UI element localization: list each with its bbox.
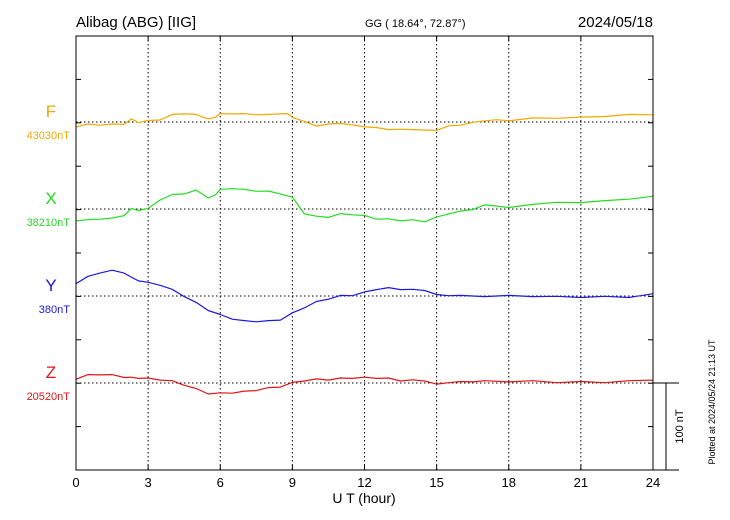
grid-lines — [147, 36, 582, 470]
x-tick-label: 0 — [72, 475, 79, 490]
x-tick-label: 9 — [289, 475, 296, 490]
x-tick-label: 12 — [357, 475, 371, 490]
station-coords: GG ( 18.64°, 72.87°) — [365, 18, 466, 30]
chart-date: 2024/05/18 — [578, 14, 653, 31]
x-tick-label: 18 — [502, 475, 516, 490]
series-z-line — [75, 374, 654, 395]
series-baseline-y: 380nT — [39, 304, 70, 316]
series-name-f: F — [46, 102, 56, 121]
x-ticks: 0 3 6 9 12 15 18 21 24 — [72, 35, 660, 490]
plotted-at-note: Plotted at 2024/05/24 21:13 UT — [707, 339, 717, 465]
x-tick-label: 15 — [429, 475, 443, 490]
series-x-line — [75, 188, 654, 223]
x-tick-label: 3 — [145, 475, 152, 490]
x-tick-label: 24 — [646, 475, 660, 490]
series-baseline-z: 20520nT — [27, 391, 71, 403]
series-name-z: Z — [46, 363, 56, 382]
series-lines — [75, 112, 654, 395]
x-tick-label: 21 — [574, 475, 588, 490]
series-y-line — [75, 269, 654, 323]
scale-bar-label: 100 nT — [674, 409, 686, 444]
station-title: Alibag (ABG) [IIG] — [76, 14, 196, 31]
x-axis-label: U T (hour) — [332, 490, 395, 506]
series-name-x: X — [45, 189, 56, 208]
series-baseline-f: 43030nT — [27, 130, 71, 142]
scale-bar: 100 nT — [653, 382, 686, 471]
series-f-line — [75, 112, 654, 131]
plot-frame — [75, 35, 654, 471]
series-labels: F 43030nT X 38210nT Y 380nT Z 20520nT — [27, 102, 71, 403]
series-name-y: Y — [45, 276, 56, 295]
x-tick-label: 6 — [217, 475, 224, 490]
series-baseline-x: 38210nT — [27, 217, 71, 229]
